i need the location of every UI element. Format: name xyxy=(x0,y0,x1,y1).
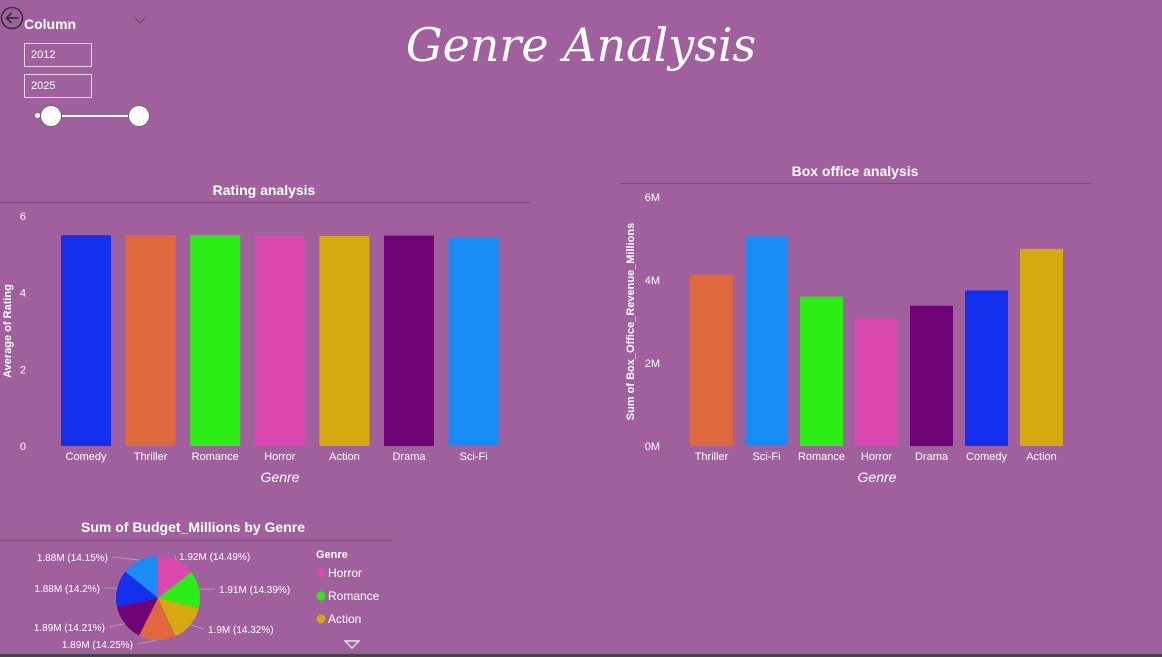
box-office-bar-romance xyxy=(800,296,843,446)
box-office-x-axis-label: Genre xyxy=(858,469,897,485)
pie-data-label: 1.89M (14.21%) xyxy=(34,623,105,634)
pie-data-label: 1.88M (14.15%) xyxy=(37,553,108,564)
pie-legend-item: Action xyxy=(328,612,361,626)
pie-legend-item: Horror xyxy=(328,566,362,580)
rating-bar-chart: 0 2 4 6 Average of Rating Comedy Thriller Roman… xyxy=(2,211,499,485)
pie-slice-romance xyxy=(158,572,200,609)
rating-xtick-label: Comedy xyxy=(66,451,107,463)
rating-y-axis-label: Average of Rating xyxy=(2,284,14,378)
box-office-chart-divider xyxy=(620,183,1091,184)
box-office-bar-horror xyxy=(855,318,898,446)
end-date-input[interactable]: 2025 xyxy=(24,74,92,98)
back-arrow-icon[interactable] xyxy=(0,6,24,30)
pie-data-label: 1.91M (14.39%) xyxy=(219,585,290,596)
rating-bar-horror xyxy=(254,236,305,446)
pie-data-label: 1.89M (14.25%) xyxy=(62,640,133,651)
pie-legend-title: Genre xyxy=(316,549,348,561)
box-office-bar-chart: 0M 2M 4M 6M Sum of Box_Office_Revenue_Millio… xyxy=(625,192,1063,485)
box-office-bar-thriller xyxy=(690,274,733,446)
box-office-xtick-label: Drama xyxy=(915,451,949,463)
pie-chart-divider xyxy=(0,540,392,541)
rating-x-axis-label: Genre xyxy=(261,469,300,485)
box-office-bar-action xyxy=(1020,248,1063,446)
box-office-bar-scifi xyxy=(745,236,788,446)
rating-xtick-label: Thriller xyxy=(134,451,168,463)
rating-ytick-label: 0 xyxy=(20,441,26,453)
page-title: Genre Analysis xyxy=(405,18,757,72)
range-slider-track[interactable] xyxy=(37,115,139,117)
pie-legend-item: Romance xyxy=(328,589,380,603)
slider-handle-end[interactable] xyxy=(128,105,150,127)
box-office-y-axis-label: Sum of Box_Office_Revenue_Millions xyxy=(625,223,637,420)
pie-slice-action xyxy=(158,598,199,637)
rating-xtick-label: Action xyxy=(329,451,360,463)
rating-xtick-label: Drama xyxy=(392,451,426,463)
pie-leader-line xyxy=(190,624,205,630)
pie-slice-scifi xyxy=(125,556,158,598)
budget-pie-chart: 1.92M (14.49%) 1.91M (14.39%) 1.9M (14.32%… xyxy=(34,549,380,651)
box-office-ytick-label: 4M xyxy=(645,275,660,287)
rating-ytick-label: 4 xyxy=(20,288,26,300)
rating-chart-title: Rating analysis xyxy=(212,182,316,198)
pie-slice-drama xyxy=(116,598,158,636)
box-office-ytick-label: 6M xyxy=(645,192,660,204)
slider-handle-start[interactable] xyxy=(40,105,62,127)
rating-xtick-label: Sci-Fi xyxy=(460,451,488,463)
pie-leader-line xyxy=(136,639,158,645)
rating-bar-action xyxy=(319,235,370,446)
box-office-ytick-label: 2M xyxy=(645,358,660,370)
pie-leader-line xyxy=(174,555,177,561)
chevron-down-icon[interactable] xyxy=(133,13,147,27)
rating-chart-divider xyxy=(0,202,530,203)
box-office-xtick-label: Comedy xyxy=(966,451,1007,463)
slicer-title: Column xyxy=(24,16,77,32)
rating-bar-comedy xyxy=(61,235,111,446)
rating-bar-romance xyxy=(190,235,241,446)
start-date-input[interactable]: 2012 xyxy=(24,43,92,67)
box-office-chart-title: Box office analysis xyxy=(791,163,919,179)
box-office-xtick-label: Action xyxy=(1026,451,1057,463)
box-office-xtick-label: Thriller xyxy=(695,451,729,463)
pie-data-label: 1.92M (14.49%) xyxy=(179,552,250,563)
box-office-ytick-label: 0M xyxy=(645,441,660,453)
pie-slice-comedy xyxy=(116,571,158,607)
triangle-down-icon[interactable] xyxy=(343,640,361,649)
pie-slice-thriller xyxy=(139,598,176,640)
rating-xtick-label: Romance xyxy=(192,451,239,463)
pie-slice-horror xyxy=(158,556,192,598)
rating-bar-thriller xyxy=(125,235,176,446)
box-office-xtick-label: Romance xyxy=(798,451,845,463)
rating-ytick-label: 6 xyxy=(20,211,26,223)
pie-legend-marker xyxy=(316,614,326,624)
rating-bar-drama xyxy=(384,235,434,446)
pie-legend-marker xyxy=(316,568,326,578)
rating-bar-scifi xyxy=(448,237,499,446)
box-office-bar-drama xyxy=(910,305,953,446)
pie-data-label: 1.88M (14.2%) xyxy=(34,584,100,595)
bottom-bar xyxy=(0,654,1162,657)
rating-ytick-label: 2 xyxy=(20,364,26,376)
pie-leader-line xyxy=(111,556,140,561)
pie-chart-title: Sum of Budget_Millions by Genre xyxy=(80,519,306,535)
pie-leader-line xyxy=(108,623,125,628)
box-office-xtick-label: Sci-Fi xyxy=(752,451,780,463)
pie-legend-marker xyxy=(316,591,326,601)
box-office-xtick-label: Horror xyxy=(861,451,893,463)
pie-data-label: 1.9M (14.32%) xyxy=(208,625,274,636)
box-office-bar-comedy xyxy=(965,290,1008,446)
rating-xtick-label: Horror xyxy=(264,451,296,463)
